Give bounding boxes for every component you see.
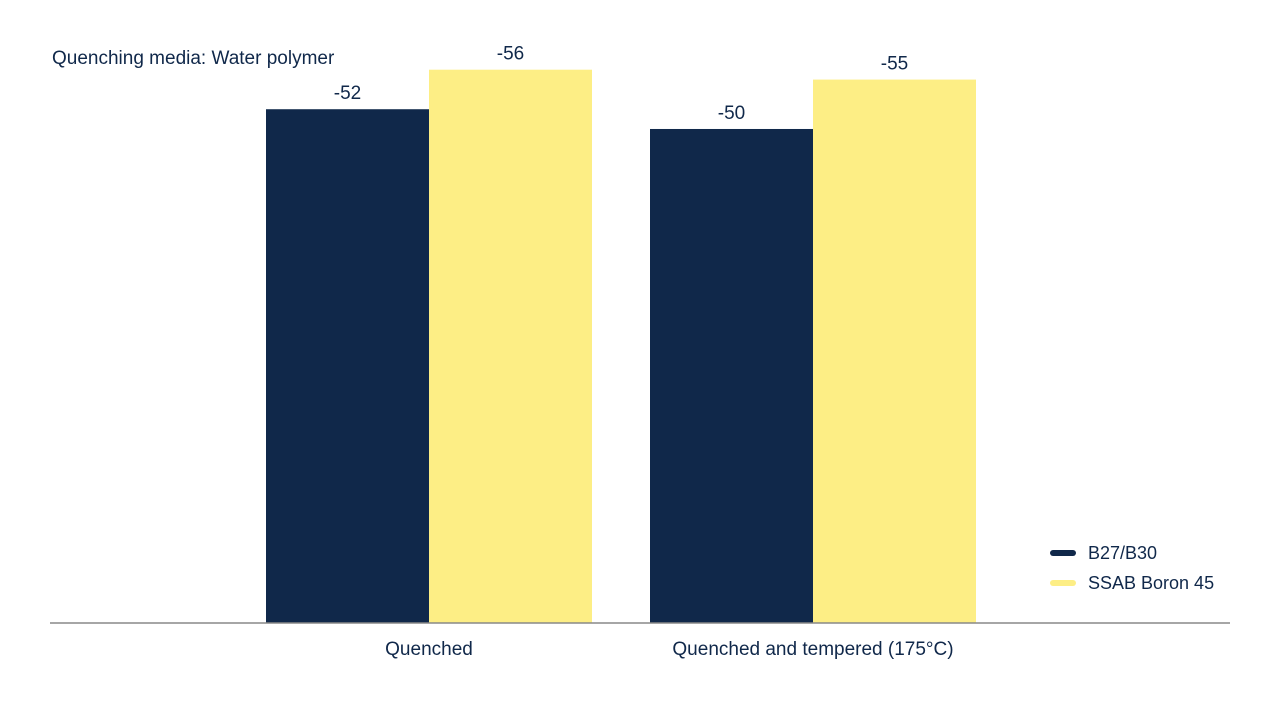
- data-label-b27-b30-quenched: -52: [334, 83, 361, 104]
- bar-ssab-boron-45-quenched-and-tempered-175-c: [813, 79, 976, 624]
- bar-ssab-boron-45-quenched: [429, 69, 592, 623]
- bars-layer: [266, 69, 976, 624]
- data-label-b27-b30-quenched-and-tempered-175-c: -50: [718, 103, 745, 124]
- legend-swatch-b27-b30: [1050, 550, 1076, 556]
- data-label-ssab-boron-45-quenched-and-tempered-175-c: -55: [881, 54, 908, 75]
- bar-b27-b30-quenched-and-tempered-175-c: [650, 128, 813, 623]
- legend: B27/B30 SSAB Boron 45: [1050, 538, 1214, 598]
- legend-item-b27-b30: B27/B30: [1050, 538, 1214, 568]
- x-tick-label-quenched-and-tempered-175-c: Quenched and tempered (175°C): [672, 639, 953, 660]
- legend-swatch-ssab-boron-45: [1050, 580, 1076, 586]
- labels-layer: -52 -50 -56 -55 Quenched Quenched and tempere…: [334, 44, 954, 660]
- data-label-ssab-boron-45-quenched: -56: [497, 44, 524, 65]
- legend-label-b27-b30: B27/B30: [1088, 542, 1158, 563]
- legend-label-ssab-boron-45: SSAB Boron 45: [1088, 572, 1215, 593]
- chart-title: Quenching media: Water polymer: [52, 48, 335, 69]
- legend-item-ssab-boron-45: SSAB Boron 45: [1050, 568, 1214, 598]
- x-tick-label-quenched: Quenched: [385, 639, 473, 660]
- bar-b27-b30-quenched: [266, 109, 429, 623]
